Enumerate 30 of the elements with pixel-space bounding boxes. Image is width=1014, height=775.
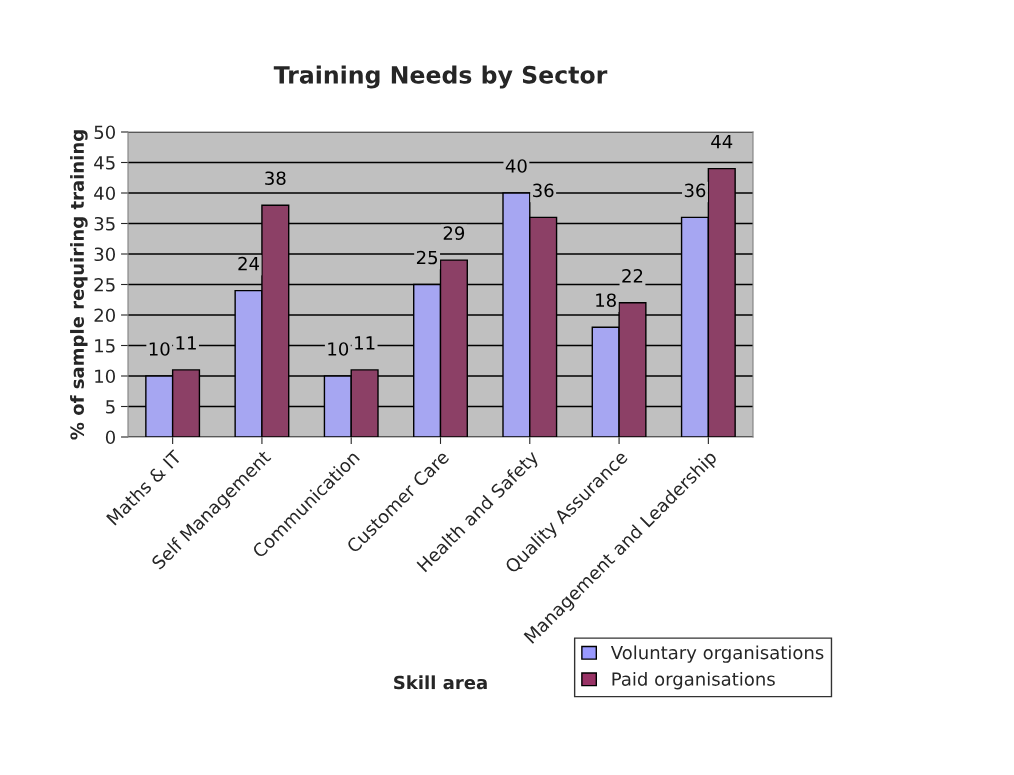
data-label: 22 [622, 268, 643, 283]
y-tick-label: 35 [94, 216, 115, 231]
y-tick-label: 45 [94, 156, 115, 170]
y-tick-label: 15 [95, 339, 115, 353]
y-axis-title: % of sample requiring training [70, 130, 88, 440]
x-axis-title: Skill area [394, 675, 487, 690]
data-label: 11 [355, 336, 375, 350]
y-tick-label: 0 [105, 430, 115, 445]
data-label: 36 [684, 183, 706, 198]
chart-title: Training Needs by Sector [273, 65, 608, 89]
data-label: 25 [416, 250, 438, 265]
y-tick-label: 5 [106, 400, 115, 414]
y-tick-label: 40 [94, 186, 115, 201]
data-label: 36 [533, 183, 554, 198]
data-label: 10 [149, 342, 170, 356]
data-label: 29 [443, 226, 465, 240]
data-label: 40 [505, 159, 527, 173]
legend-label: Voluntary organisations [610, 645, 824, 663]
data-label: 10 [328, 342, 349, 356]
data-label: 18 [596, 293, 616, 308]
y-tick-label: 50 [94, 125, 115, 140]
y-tick-label: 10 [95, 369, 115, 384]
legend-label: Paid organisations [612, 671, 775, 690]
y-tick-label: 25 [94, 277, 115, 292]
data-label: 11 [176, 336, 196, 350]
data-label: 44 [711, 135, 733, 149]
data-label: 24 [238, 256, 260, 271]
y-tick-label: 30 [94, 247, 115, 262]
y-tick-label: 20 [94, 308, 115, 323]
data-label: 38 [265, 171, 286, 186]
